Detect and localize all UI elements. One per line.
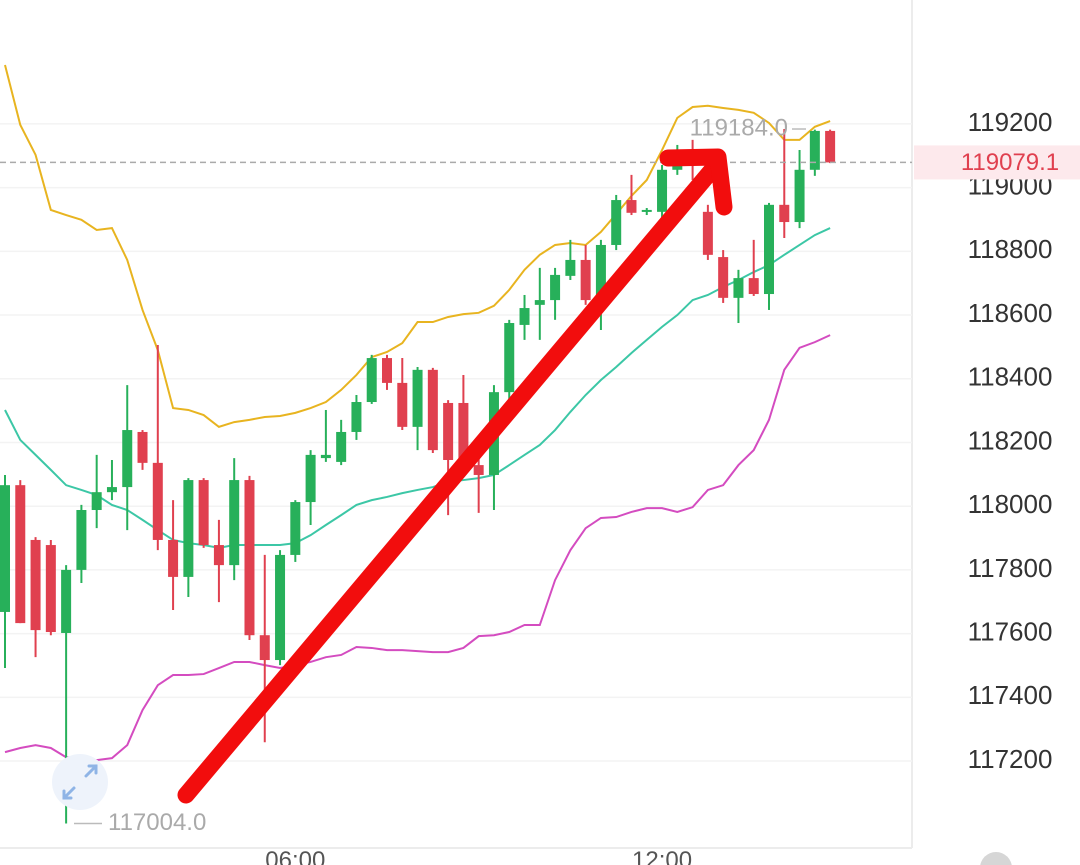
candle-body [61,569,72,633]
candle-body [764,204,774,295]
candle-body [320,454,331,459]
candle-body [122,430,133,488]
y-tick-label: 118000 [968,489,1053,519]
candle-body [15,485,26,624]
y-tick-label: 117600 [968,616,1053,646]
candle-body [534,300,545,305]
y-tick-label: 118400 [968,362,1053,392]
candle-body [152,462,163,540]
y-tick-label: 117800 [968,553,1053,583]
candle-body [30,539,41,631]
candle-body [244,480,255,636]
candle-body [0,485,10,612]
candles [0,129,836,824]
candle-body [626,200,637,213]
max-marker-label: 119184.0 [690,114,788,141]
candle-body [382,358,392,383]
candle-body [412,369,423,427]
arrow-head [659,148,733,216]
candle-body [595,244,606,301]
candle-body [473,465,484,475]
x-tick-label: 06:00 [265,847,325,865]
candle-body [366,358,377,403]
candle-body [443,402,454,460]
y-tick-label: 118600 [968,298,1053,328]
candle-body [106,487,117,493]
candle-body [779,204,790,223]
candle-body [519,308,530,325]
scroll-handle[interactable] [980,852,1012,865]
indicator-line [4,334,831,762]
candle-body [657,169,668,212]
candle-body [809,130,820,170]
candle-body [76,510,87,570]
candle-body [733,278,744,298]
overlays [4,64,831,762]
candle-body [641,209,652,212]
candle-body [825,130,836,163]
candle-body [259,635,270,661]
indicator-line [4,64,831,428]
candle-body [718,257,729,298]
candle-body [213,545,224,566]
trend-arrow [177,148,733,804]
candle-body [580,259,591,301]
candle-body [794,169,805,223]
y-tick-label: 118800 [968,234,1053,264]
candle-body [611,200,622,245]
y-tick-label: 118200 [968,425,1053,455]
last-price-label: 119079.1 [961,149,1059,176]
candle-body [336,431,347,462]
candle-body [45,545,56,633]
candle-body [702,211,713,255]
candle-body [275,554,286,661]
expand-icon[interactable] [62,764,98,800]
candle-body [168,539,179,577]
min-marker-label: 117004.0 [108,809,206,836]
arrow-shaft [177,161,721,804]
candle-body [183,480,194,577]
candle-body [550,274,561,301]
candle-body [91,492,102,511]
expand-button-bg[interactable] [52,754,108,810]
expand-button[interactable] [52,754,108,810]
y-tick-label: 117400 [968,680,1053,710]
x-tick-label: 12:00 [632,847,692,865]
grid [0,123,912,762]
candle-body [229,480,240,566]
labels: 117200 117400 117600 117800 118000 118200 1184… [0,107,1080,865]
candle-body [748,278,759,295]
candle-body [137,431,148,463]
candle-body [427,369,438,451]
candle-body [198,480,209,546]
y-tick-label: 119200 [968,107,1053,137]
candle-body [458,402,469,470]
candle-body [351,402,362,432]
last-price-badge [914,145,1080,180]
candle-body [397,382,408,427]
candle-body [290,502,301,555]
candle-body [565,259,576,276]
indicator-line [4,227,831,549]
y-tick-label: 117200 [968,744,1053,774]
candle-body [504,323,515,393]
candle-body [305,454,316,503]
